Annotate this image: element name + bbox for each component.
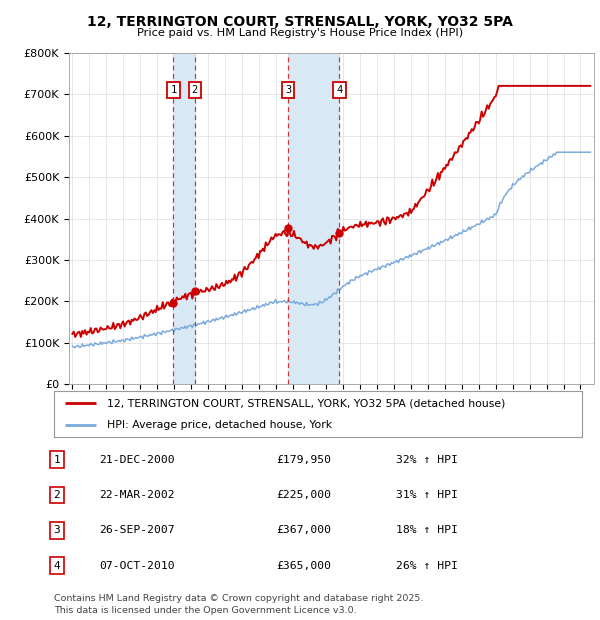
Text: 21-DEC-2000: 21-DEC-2000 <box>99 454 175 465</box>
Text: HPI: Average price, detached house, York: HPI: Average price, detached house, York <box>107 420 332 430</box>
Bar <box>288 53 340 384</box>
Text: 26-SEP-2007: 26-SEP-2007 <box>99 525 175 536</box>
Text: 4: 4 <box>53 560 61 571</box>
Text: 2: 2 <box>191 85 198 95</box>
Text: 1: 1 <box>170 85 176 95</box>
Text: 12, TERRINGTON COURT, STRENSALL, YORK, YO32 5PA (detached house): 12, TERRINGTON COURT, STRENSALL, YORK, Y… <box>107 398 505 408</box>
Bar <box>173 53 194 384</box>
Text: 26% ↑ HPI: 26% ↑ HPI <box>396 560 458 571</box>
Text: 32% ↑ HPI: 32% ↑ HPI <box>396 454 458 465</box>
Text: 3: 3 <box>285 85 291 95</box>
Text: 22-MAR-2002: 22-MAR-2002 <box>99 490 175 500</box>
Text: £367,000: £367,000 <box>276 525 331 536</box>
Text: 2: 2 <box>53 490 61 500</box>
Text: Contains HM Land Registry data © Crown copyright and database right 2025.
This d: Contains HM Land Registry data © Crown c… <box>54 594 424 615</box>
Text: 4: 4 <box>337 85 343 95</box>
Text: 12, TERRINGTON COURT, STRENSALL, YORK, YO32 5PA: 12, TERRINGTON COURT, STRENSALL, YORK, Y… <box>87 16 513 30</box>
Text: £365,000: £365,000 <box>276 560 331 571</box>
Text: £225,000: £225,000 <box>276 490 331 500</box>
Text: 3: 3 <box>53 525 61 536</box>
Text: £179,950: £179,950 <box>276 454 331 465</box>
Text: 31% ↑ HPI: 31% ↑ HPI <box>396 490 458 500</box>
Text: Price paid vs. HM Land Registry's House Price Index (HPI): Price paid vs. HM Land Registry's House … <box>137 28 463 38</box>
Text: 1: 1 <box>53 454 61 465</box>
Text: 07-OCT-2010: 07-OCT-2010 <box>99 560 175 571</box>
Text: 18% ↑ HPI: 18% ↑ HPI <box>396 525 458 536</box>
